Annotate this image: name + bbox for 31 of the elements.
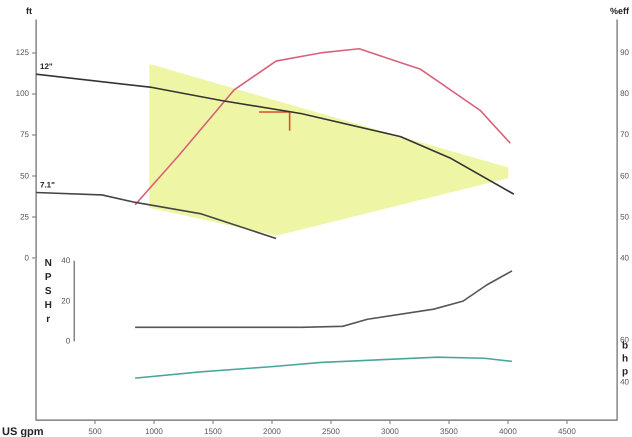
x-tick-label: 4500 xyxy=(558,427,576,436)
x-tick-label: 1500 xyxy=(204,427,222,436)
x-tick-label: 2000 xyxy=(263,427,282,436)
y2-tick-label: 80 xyxy=(620,89,630,98)
y2-tick-label: 40 xyxy=(620,378,630,387)
y2-tick-label: 40 xyxy=(620,253,630,262)
x-tick-label: 2500 xyxy=(322,427,340,436)
y2-tick-label: 50 xyxy=(620,212,630,222)
y2-axis-title: %eff xyxy=(610,6,630,16)
y-tick-label: 0 xyxy=(24,253,30,262)
y-tick-label: 40 xyxy=(61,256,71,266)
x-axis-title: US gpm xyxy=(2,426,44,437)
y2-tick-label: 70 xyxy=(620,130,630,140)
series-label: 12" xyxy=(40,62,53,72)
x-tick-label: 500 xyxy=(88,427,102,436)
y2-tick-label: 60 xyxy=(620,171,630,180)
y-tick-label: 100 xyxy=(16,89,30,98)
x-tick-label: 4000 xyxy=(498,427,518,436)
y-tick-label: 75 xyxy=(20,130,30,140)
y-axis-title: ft xyxy=(26,6,32,16)
y-tick-label: 25 xyxy=(20,212,30,222)
x-tick-label: 3500 xyxy=(440,427,458,436)
series-label: 7.1" xyxy=(40,180,56,190)
y-tick-label: 50 xyxy=(20,171,30,180)
x-tick-label: 3000 xyxy=(381,427,400,436)
y-axis-title: NPSHr xyxy=(44,258,52,325)
x-tick-label: 1000 xyxy=(145,427,164,436)
y2-tick-label: 90 xyxy=(620,48,630,58)
y-tick-label: 0 xyxy=(66,336,71,346)
y-tick-label: 125 xyxy=(16,48,30,58)
y-tick-label: 20 xyxy=(61,296,71,306)
